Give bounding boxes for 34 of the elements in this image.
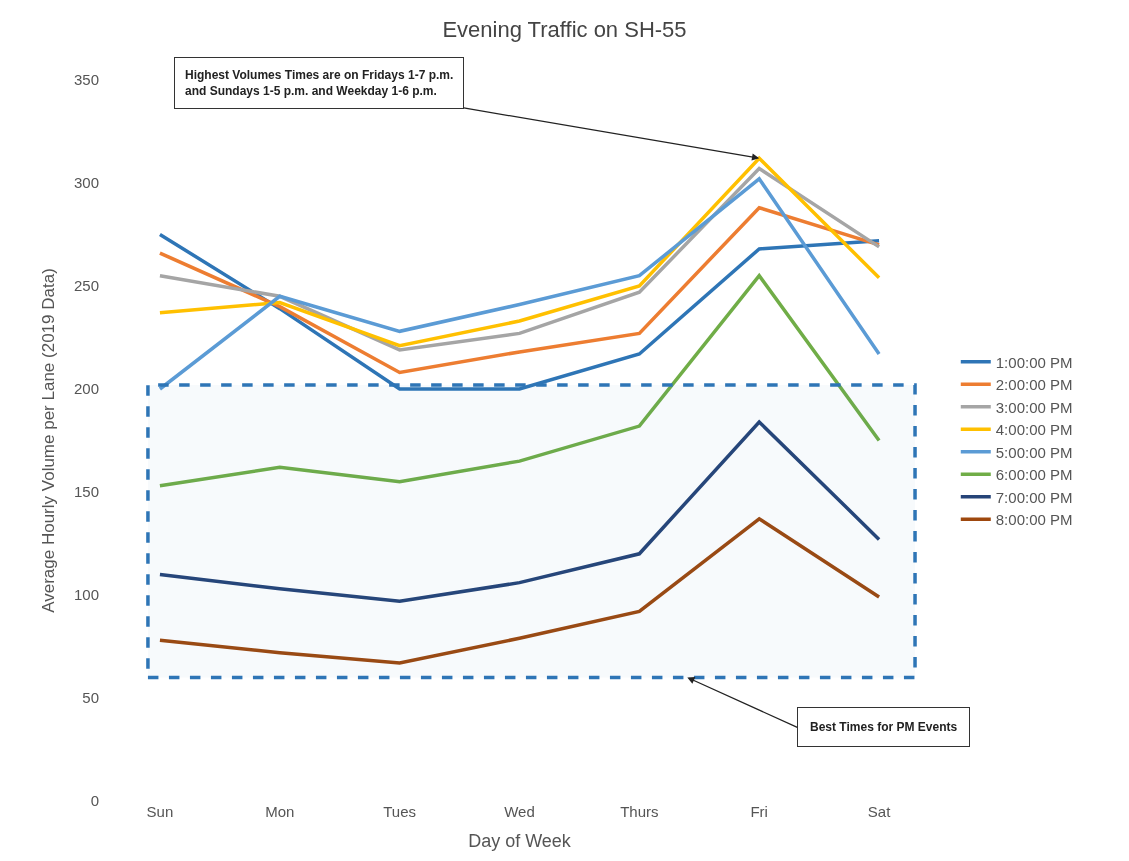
y-tick-label: 250: [73, 277, 99, 295]
legend-label: 1:00:00 PM: [995, 353, 1073, 371]
line-series: [158, 517, 881, 665]
y-axis-title: Average Hourly Volume per Lane (2019 Data): [38, 268, 58, 613]
y-tick-label: 350: [73, 71, 99, 89]
y-tick-label: 100: [73, 586, 99, 604]
x-tick-label: Wed: [504, 803, 535, 820]
y-tick-label: 0: [90, 792, 99, 810]
legend-label: 5:00:00 PM: [995, 443, 1073, 461]
x-tick-label: Mon: [265, 803, 295, 820]
legend-label: 2:00:00 PM: [995, 376, 1073, 394]
line-series: [158, 177, 881, 391]
x-tick-label: Fri: [750, 803, 768, 820]
legend-label: 6:00:00 PM: [995, 466, 1073, 484]
annotation: Highest Volumes Times are on Fridays 1-7 p.m. and Sundays 1-5 p.m. and Weekday 1-6 p.m.: [185, 68, 454, 98]
legend-label: 3:00:00 PM: [995, 398, 1073, 416]
x-tick-label: Tues: [383, 803, 417, 820]
band-label: Best Times for PM Events: [810, 720, 958, 734]
y-tick-label: 150: [73, 483, 99, 501]
line-series: [158, 205, 881, 375]
chart-title: Evening Traffic on SH-55: [442, 16, 687, 42]
x-tick-label: Sun: [146, 803, 174, 820]
y-tick-label: 300: [73, 174, 99, 192]
line-series: [158, 420, 881, 603]
legend-label: 8:00:00 PM: [995, 511, 1073, 529]
y-tick-label: 50: [82, 689, 99, 707]
x-axis-title: Day of Week: [468, 831, 572, 852]
line-series: [158, 232, 881, 391]
x-tick-label: Thurs: [620, 803, 659, 820]
y-tick-label: 200: [73, 380, 99, 398]
legend-label: 7:00:00 PM: [995, 488, 1073, 506]
legend-label: 4:00:00 PM: [995, 421, 1073, 439]
line-series: [158, 273, 881, 488]
x-tick-label: Sat: [867, 803, 892, 820]
